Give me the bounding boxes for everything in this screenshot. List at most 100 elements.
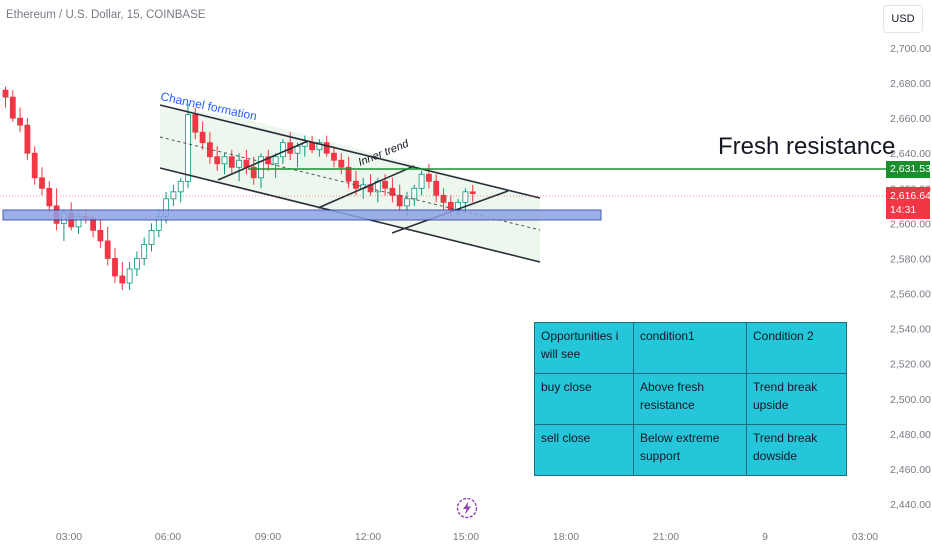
y-tick-label: 2,580.00 [890,253,931,265]
inner-trend-line-2[interactable] [317,165,415,209]
y-tick-label: 2,700.00 [890,43,931,55]
candle-down [24,124,31,154]
candle-down [250,166,257,179]
channel-fill [160,105,540,262]
table-cell: condition1 [633,322,747,374]
symbol-title: Ethereum / U.S. Dollar, 15, COINBASE [6,9,206,21]
last-price-tag: 2,616.64 14:31 [886,187,931,219]
y-tick-label: 2,540.00 [890,324,931,336]
y-axis[interactable]: 2,700.002,680.002,660.002,640.002,620.00… [890,43,931,511]
x-tick-label: 03:00 [852,531,878,543]
table-cell: Trend break upside [746,373,847,425]
candle-up [126,268,133,284]
candle-down [9,96,16,119]
table-cell: Below extreme support [633,424,747,476]
table-row: buy close Above fresh resistance Trend b… [534,373,847,425]
candle-up [279,142,286,158]
currency-button[interactable]: USD [883,5,923,33]
candle-up [133,258,140,270]
candle-down [331,152,337,161]
table-cell: Opportunities i will see [534,322,634,374]
candle-down [265,156,272,165]
candle-down [112,258,118,277]
candle-down [469,191,476,194]
candle-down [433,180,440,196]
candle-down [214,156,221,165]
candle-down [192,114,199,133]
candle-up [170,191,177,200]
table-cell: sell close [534,424,634,476]
y-tick-label: 2,460.00 [890,464,931,476]
resistance-price-tag: 2,631.53 [886,161,931,178]
countdown-value: 14:31 [890,204,917,216]
candle-down [440,194,447,203]
y-tick-label: 2,600.00 [890,218,931,230]
candle-down [309,142,316,151]
x-tick-label: 15:00 [453,531,479,543]
candle-down [323,142,330,154]
candle-down [389,187,396,196]
candle-up [411,187,418,200]
candle-up [272,156,279,165]
x-tick-label: 9 [762,531,768,543]
x-tick-label: 12:00 [355,531,381,543]
candle-down [382,180,389,189]
candle-up [258,156,264,179]
x-axis[interactable]: 03:00 06:00 09:00 12:00 15:00 18:00 21:00 9 03:0… [56,531,878,543]
x-tick-label: 03:00 [56,531,82,543]
x-tick-label: 18:00 [553,531,579,543]
y-tick-label: 2,480.00 [890,429,931,441]
table-row: Opportunities i will see condition1 Cond… [534,322,847,374]
table-cell: Above fresh resistance [633,373,747,425]
candle-down [206,142,213,158]
candle-up [148,229,155,245]
y-tick-label: 2,520.00 [890,359,931,371]
candle-up [418,173,425,189]
candle-down [46,187,53,207]
last-price-value: 2,616.64 [890,190,931,202]
candle-up [141,244,148,259]
channel-upper-line[interactable] [159,104,541,199]
candle-down [199,131,206,144]
candle-down [345,166,352,182]
lightning-logo-icon[interactable] [456,497,478,519]
candle-down [396,194,403,207]
candle-down [338,159,345,168]
candle-up [316,142,323,151]
candle-up [236,159,243,168]
x-tick-label: 06:00 [155,531,181,543]
table-row: sell close Below extreme support Trend b… [534,424,847,476]
candle-down [228,156,235,168]
x-tick-label: 21:00 [653,531,679,543]
candle-down [2,89,9,98]
inner-trend-line-1[interactable] [217,140,309,181]
candle-up [404,198,410,207]
table-cell: buy close [534,373,634,425]
candle-down [31,152,38,179]
y-tick-label: 2,680.00 [890,78,931,90]
candle-down [17,117,24,126]
y-tick-label: 2,500.00 [890,394,931,406]
y-tick-label: 2,660.00 [890,113,931,125]
fresh-resistance-label: Fresh resistance [718,133,895,160]
candle-up [177,180,184,193]
y-tick-label: 2,440.00 [890,499,931,511]
candle-down [104,240,111,259]
x-tick-label: 09:00 [255,531,281,543]
candle-down [119,275,126,284]
candle-down [97,229,104,242]
candle-up [221,156,228,165]
candle-down [447,201,454,210]
support-zone[interactable] [2,209,602,221]
candle-down [425,173,432,182]
table-cell: Trend break dowside [746,424,847,476]
candle-down [39,177,45,189]
y-tick-label: 2,640.00 [890,148,931,160]
y-tick-label: 2,560.00 [890,289,931,301]
candle-up [294,145,301,154]
opportunities-table: Opportunities i will see condition1 Cond… [534,322,847,476]
candle-up [462,191,469,203]
table-cell: Condition 2 [746,322,847,374]
candle-up [185,114,191,182]
